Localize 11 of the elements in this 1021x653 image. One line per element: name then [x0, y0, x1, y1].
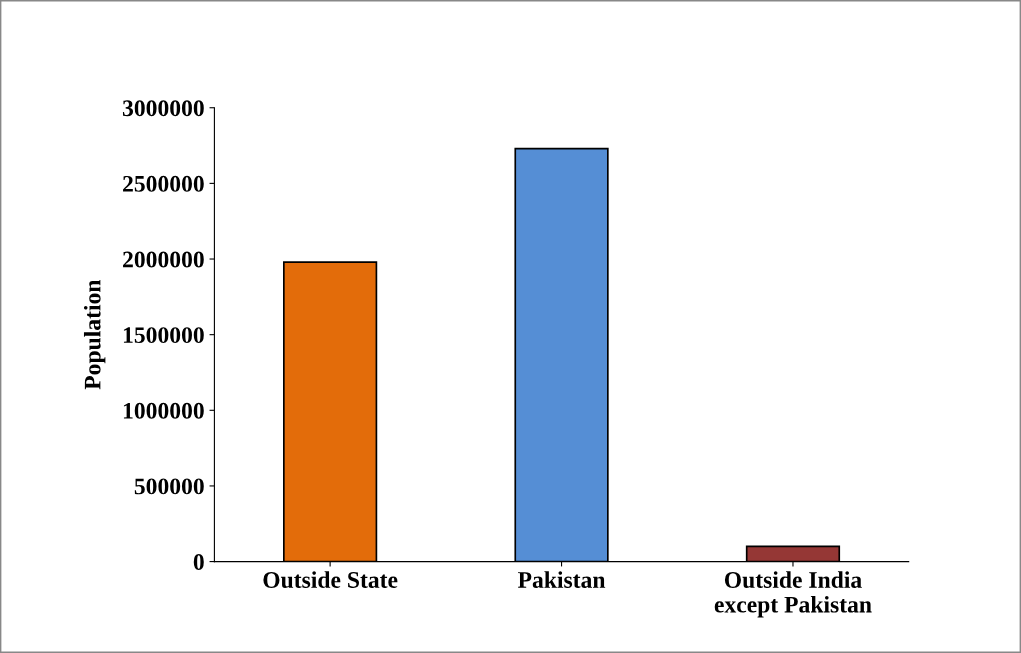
y-tick-label: 2000000	[123, 251, 204, 268]
y-tick-label: 0	[193, 554, 204, 570]
y-tick-label: 3000000	[122, 100, 204, 117]
x-tick-label: Pakistan	[518, 571, 606, 588]
x-tick-label: Outside State	[263, 571, 398, 588]
x-tick-label: Outside India except Pakistan	[714, 571, 872, 618]
y-tick-label: 2500000	[123, 175, 204, 192]
y-tick-label: 1500000	[123, 327, 204, 344]
y-axis-title: Population	[83, 279, 106, 390]
y-tick-label: 500000	[134, 478, 204, 495]
y-tick-label: 1000000	[123, 402, 204, 419]
